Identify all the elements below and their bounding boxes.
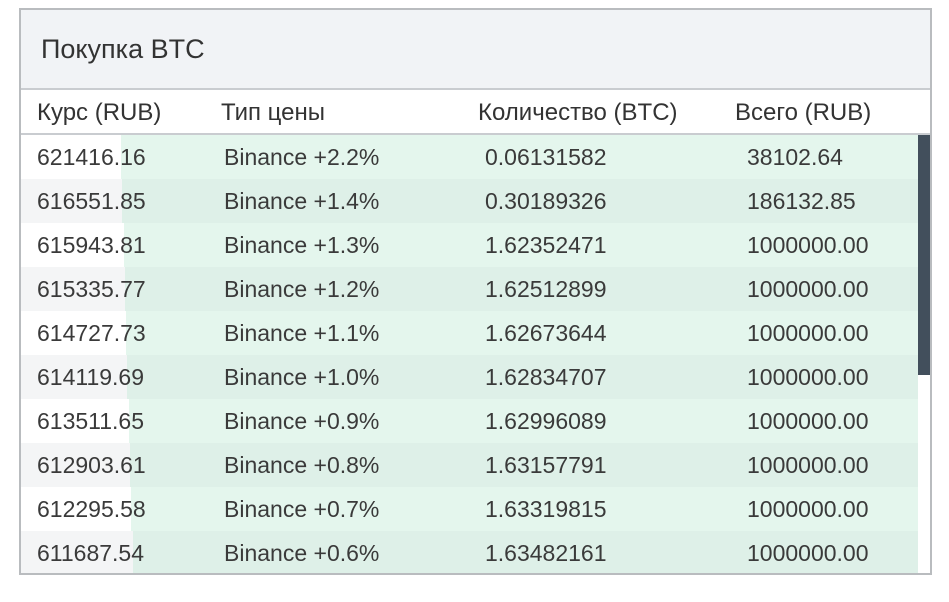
table-row[interactable]: 615943.81 Binance +1.3% 1.62352471 10000… — [21, 223, 918, 267]
quantity-cell: 1.63319815 — [485, 496, 607, 522]
table-row[interactable]: 615335.77 Binance +1.2% 1.62512899 10000… — [21, 267, 918, 311]
rate-cell: 614727.73 — [37, 320, 146, 346]
price-type-cell: Binance +0.9% — [224, 408, 380, 434]
total-cell: 1000000.00 — [747, 408, 869, 434]
table-row[interactable]: 614727.73 Binance +1.1% 1.62673644 10000… — [21, 311, 918, 355]
price-type-cell: Binance +0.8% — [224, 452, 380, 478]
quantity-cell: 1.62834707 — [485, 364, 607, 390]
rate-cell: 615335.77 — [37, 276, 146, 302]
total-cell: 1000000.00 — [747, 232, 869, 258]
table-row[interactable]: 616551.85 Binance +1.4% 0.30189326 18613… — [21, 179, 918, 223]
total-cell: 186132.85 — [747, 188, 856, 214]
quantity-cell: 1.63157791 — [485, 452, 607, 478]
table-row[interactable]: 613511.65 Binance +0.9% 1.62996089 10000… — [21, 399, 918, 443]
column-header-total[interactable]: Всего (RUB) — [735, 99, 872, 126]
total-cell: 1000000.00 — [747, 276, 869, 302]
panel-header: Покупка BTC — [21, 10, 930, 90]
depth-bar — [121, 135, 918, 179]
price-type-cell: Binance +1.3% — [224, 232, 380, 258]
rate-cell: 616551.85 — [37, 188, 146, 214]
total-cell: 1000000.00 — [747, 364, 869, 390]
quantity-cell: 1.62673644 — [485, 320, 607, 346]
total-cell: 1000000.00 — [747, 452, 869, 478]
depth-bar — [130, 443, 918, 487]
column-header-price-type[interactable]: Тип цены — [221, 99, 326, 126]
rate-cell: 612295.58 — [37, 496, 146, 522]
price-type-cell: Binance +2.2% — [224, 144, 380, 170]
order-list: 621416.16 Binance +2.2% 0.06131582 38102… — [21, 135, 930, 573]
depth-bar — [131, 487, 918, 531]
rate-cell: 621416.16 — [37, 144, 146, 170]
total-cell: 1000000.00 — [747, 496, 869, 522]
table-row[interactable]: 614119.69 Binance +1.0% 1.62834707 10000… — [21, 355, 918, 399]
quantity-cell: 0.30189326 — [485, 188, 607, 214]
price-type-cell: Binance +1.1% — [224, 320, 380, 346]
depth-bar — [127, 355, 918, 399]
scrollbar-thumb[interactable] — [918, 135, 930, 375]
quantity-cell: 1.63482161 — [485, 540, 607, 566]
rate-cell: 612903.61 — [37, 452, 146, 478]
rate-cell: 611687.54 — [37, 540, 145, 566]
rate-cell: 614119.69 — [37, 364, 145, 390]
depth-bar — [133, 531, 918, 573]
depth-bar — [124, 223, 918, 267]
price-type-cell: Binance +1.2% — [224, 276, 380, 302]
table-row[interactable]: 621416.16 Binance +2.2% 0.06131582 38102… — [21, 135, 918, 179]
column-header-rate[interactable]: Курс (RUB) — [37, 99, 162, 126]
table-row[interactable]: 612295.58 Binance +0.7% 1.63319815 10000… — [21, 487, 918, 531]
column-header-quantity[interactable]: Количество (BTC) — [478, 99, 678, 126]
scrollbar[interactable] — [918, 135, 930, 573]
total-cell: 1000000.00 — [747, 320, 869, 346]
rate-cell: 613511.65 — [37, 408, 145, 434]
order-book-panel: Покупка BTC Курс (RUB) Тип цены Количест… — [19, 8, 932, 575]
price-type-cell: Binance +0.7% — [224, 496, 380, 522]
rate-cell: 615943.81 — [37, 232, 146, 258]
depth-bar — [122, 179, 918, 223]
price-type-cell: Binance +1.0% — [224, 364, 380, 390]
depth-bar — [125, 267, 918, 311]
table-row[interactable]: 611687.54 Binance +0.6% 1.63482161 10000… — [21, 531, 918, 573]
total-cell: 38102.64 — [747, 144, 843, 170]
quantity-cell: 1.62512899 — [485, 276, 607, 302]
quantity-cell: 1.62996089 — [485, 408, 607, 434]
price-type-cell: Binance +0.6% — [224, 540, 380, 566]
panel-title: Покупка BTC — [41, 34, 205, 64]
price-type-cell: Binance +1.4% — [224, 188, 380, 214]
depth-bar — [126, 311, 918, 355]
quantity-cell: 0.06131582 — [485, 144, 607, 170]
table-row[interactable]: 612903.61 Binance +0.8% 1.63157791 10000… — [21, 443, 918, 487]
table-header: Курс (RUB) Тип цены Количество (BTC) Все… — [21, 90, 930, 135]
total-cell: 1000000.00 — [747, 540, 869, 566]
depth-bar — [129, 399, 918, 443]
quantity-cell: 1.62352471 — [485, 232, 607, 258]
